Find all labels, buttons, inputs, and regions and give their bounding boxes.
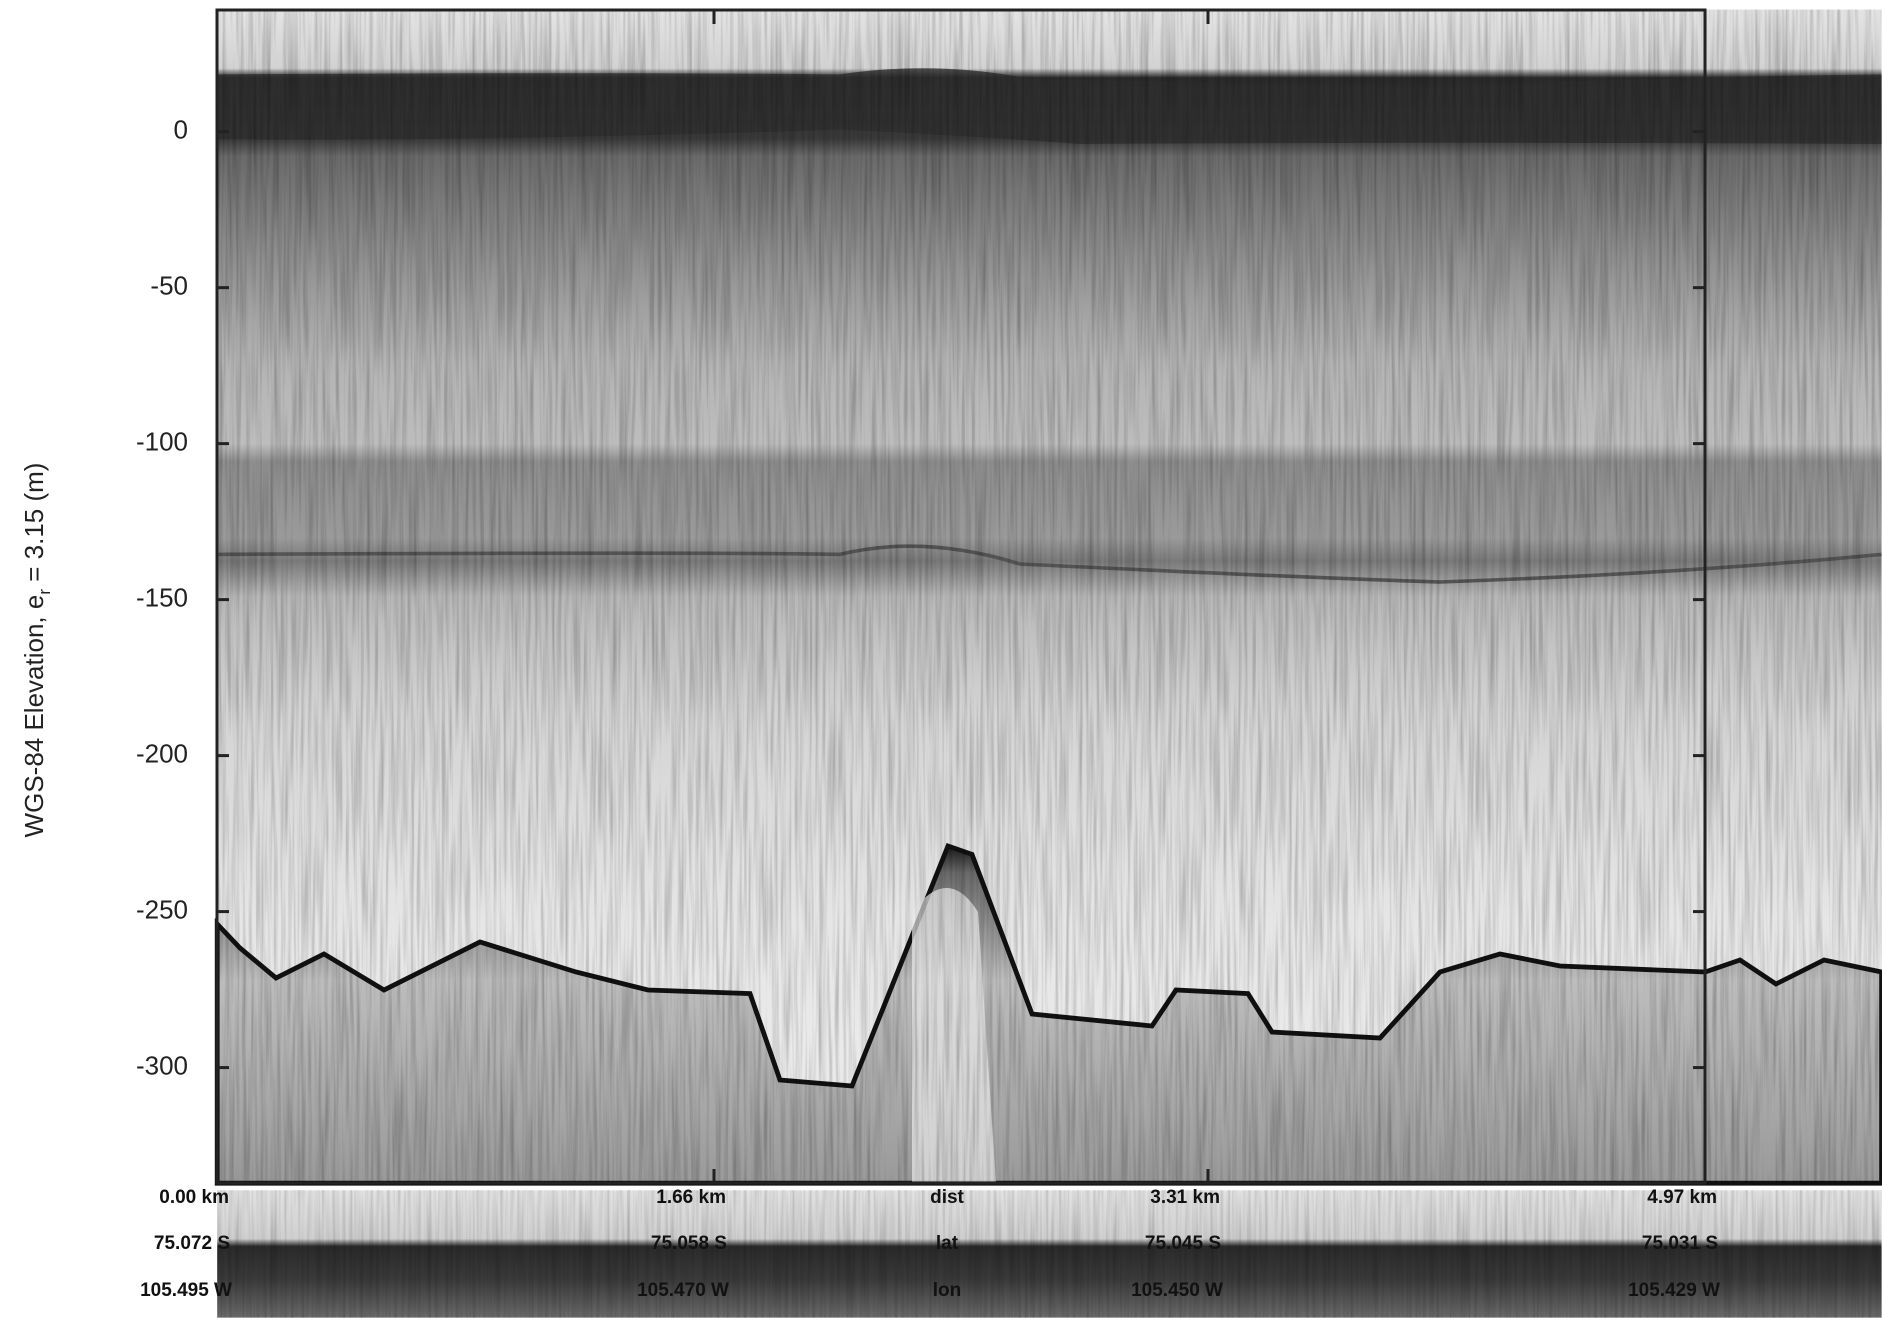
lat-label: 75.058 S (651, 1233, 727, 1254)
lon-label: 105.429 W (1628, 1280, 1720, 1301)
x-tick-label: 3.31 km (1150, 1187, 1220, 1208)
lon-label: 105.470 W (637, 1280, 729, 1301)
y-label-tail: = 3.15 (m) (19, 463, 49, 589)
row-title: lat (936, 1233, 959, 1254)
x-tick-label: 1.66 km (656, 1187, 726, 1208)
chart: WGS-84 Elevation, er = 3.15 (m) 0 -50 -100… (0, 0, 1882, 1318)
y-tick-label: 0 (174, 115, 188, 145)
y-tick-label: -200 (136, 738, 188, 768)
y-axis-label: WGS-84 Elevation, er = 3.15 (m) (19, 463, 54, 838)
lat-label: 75.045 S (1145, 1233, 1221, 1254)
lat-label: 75.072 S (154, 1233, 230, 1254)
x-tick-label: 0.00 km (159, 1187, 229, 1208)
x-tick-label: 4.97 km (1647, 1187, 1717, 1208)
row-title: dist (930, 1187, 964, 1208)
lon-label: 105.495 W (140, 1280, 232, 1301)
y-tick-label: -100 (136, 427, 188, 457)
lat-label: 75.031 S (1642, 1233, 1718, 1254)
y-tick-label: -300 (136, 1050, 188, 1080)
lon-label: 105.450 W (1131, 1280, 1223, 1301)
y-tick-label: -150 (136, 582, 188, 612)
y-tick-label: -250 (136, 894, 188, 924)
y-label-main: WGS-84 Elevation, e (19, 595, 49, 838)
radar-image (217, 10, 1881, 1318)
y-tick-label: -50 (150, 271, 188, 301)
row-title: lon (933, 1280, 962, 1301)
